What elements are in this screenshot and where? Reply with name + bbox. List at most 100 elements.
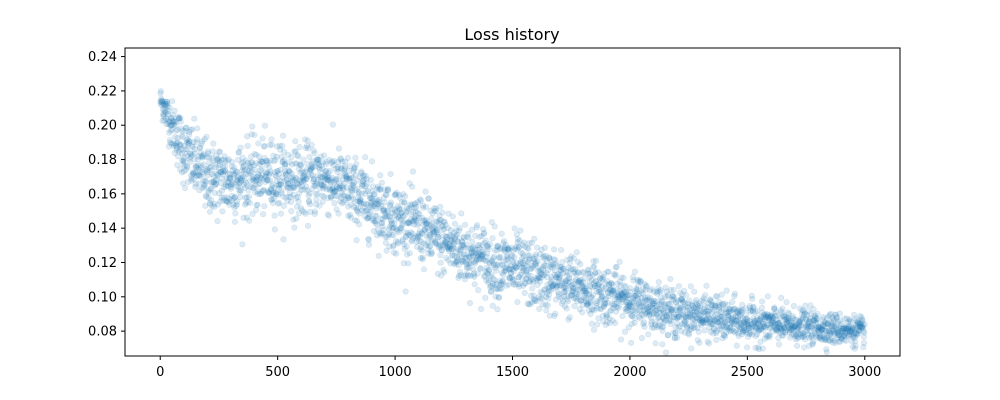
scatter-point [277,146,284,153]
scatter-point [552,310,559,317]
scatter-point [588,320,595,327]
scatter-point [272,189,279,196]
scatter-point [317,174,324,181]
scatter-point [232,168,239,175]
scatter-point [303,175,310,183]
scatter-point [276,199,283,206]
scatter-point [175,115,183,122]
scatter-point [232,170,239,177]
scatter-point [220,168,227,175]
scatter-point [449,213,456,220]
scatter-point [323,167,330,174]
scatter-point [268,196,275,203]
scatter-point [219,167,227,174]
scatter-point [177,118,184,125]
scatter-point [626,285,634,292]
scatter-point [283,176,291,183]
x-tick-label: 1500 [496,365,529,380]
scatter-point [206,164,213,172]
scatter-point [319,166,326,173]
scatter-point [638,334,646,342]
scatter-point [682,292,690,299]
scatter-point [192,162,199,169]
scatter-point [263,176,270,183]
scatter-point [675,283,683,290]
scatter-point [294,181,301,188]
scatter-point [267,157,274,164]
scatter-point [285,167,292,174]
scatter-point [161,105,168,112]
scatter-point [225,170,232,177]
scatter-point [425,195,432,202]
scatter-point [744,344,751,351]
scatter-point [284,184,291,191]
scatter-point [321,174,328,181]
scatter-point [203,193,210,200]
scatter-point [291,160,299,167]
scatter-point [260,176,267,183]
x-tick-label: 2000 [613,365,646,380]
scatter-point [298,162,305,169]
scatter-point [280,148,288,155]
scatter-point [288,161,296,168]
scatter-point [205,150,212,157]
scatter-point [176,115,183,122]
scatter-point [187,153,194,160]
scatter-point [178,132,185,139]
scatter-point [293,175,300,182]
scatter-point [220,197,227,204]
scatter-point [723,287,730,294]
scatter-point [286,189,293,196]
scatter-point [175,148,182,155]
scatter-point [238,175,246,182]
scatter-point [365,241,373,248]
scatter-point [298,186,305,193]
scatter-point [312,163,319,170]
scatter-point [324,194,331,201]
scatter-point [239,167,246,174]
scatter-point [759,345,766,352]
scatter-point [242,179,249,186]
scatter-point [286,168,293,175]
scatter-point [291,148,298,155]
scatter-point [731,290,739,297]
scatter-point [286,159,293,166]
scatter-point [613,263,620,270]
scatter-point [205,187,212,194]
scatter-point [187,150,194,157]
scatter-point [188,142,196,150]
scatter-point [307,166,315,173]
scatter-point [169,118,176,125]
scatter-point [627,339,635,346]
scatter-point [314,176,321,183]
scatter-point [253,176,261,183]
scatter-point [258,175,265,182]
scatter-point [183,136,190,144]
scatter-point [294,179,301,187]
scatter-point [174,139,181,146]
scatter-point [165,143,173,150]
scatter-point [475,286,482,294]
points-layer [157,87,868,356]
scatter-point [499,277,506,284]
scatter-point [265,171,273,179]
scatter-point [344,154,351,161]
scatter-point [168,140,175,147]
y-tick-label: 0.22 [88,84,117,99]
scatter-point [233,201,241,208]
scatter-point [329,158,336,165]
scatter-point [309,185,316,193]
scatter-point [178,125,185,132]
scatter-point [270,188,277,195]
scatter-point [226,201,233,208]
scatter-point [328,193,335,200]
scatter-point [318,192,326,199]
scatter-point [223,194,231,201]
scatter-point [558,246,565,254]
scatter-point [267,168,274,175]
scatter-point [521,289,528,297]
scatter-point [314,156,322,163]
scatter-point [219,170,226,177]
scatter-point [186,158,194,166]
scatter-point [494,306,501,313]
